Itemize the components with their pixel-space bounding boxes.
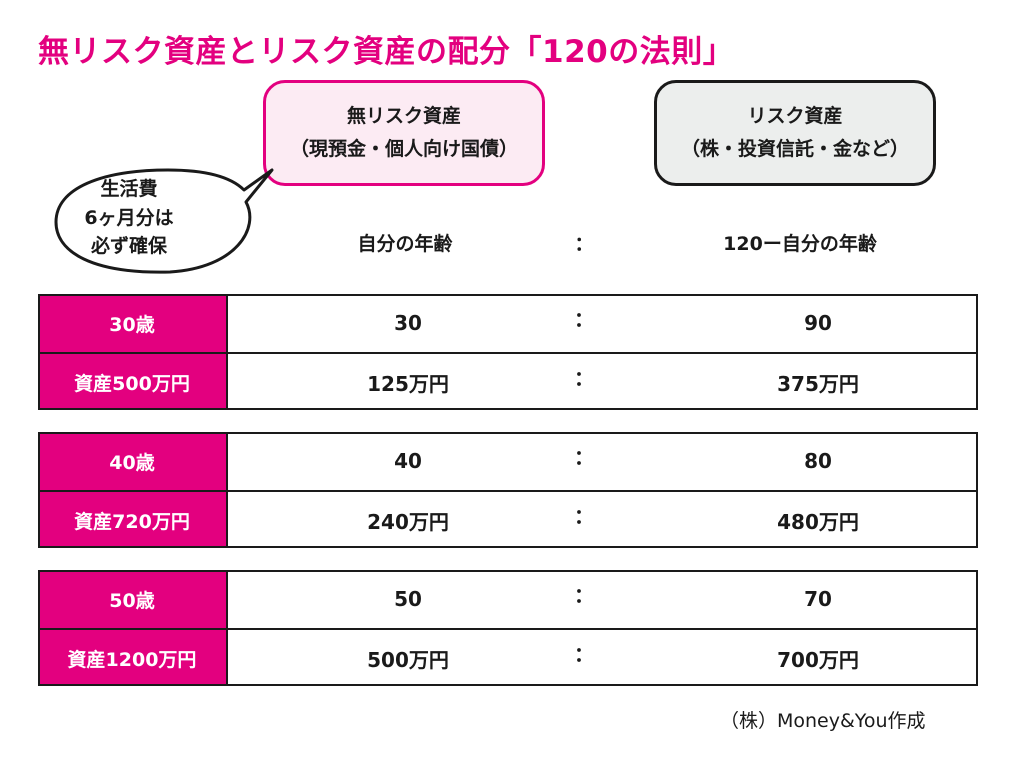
no-risk-amount: 240万円 [367,509,449,534]
age-label: 50歳 [38,570,226,628]
allocation-table-40: 40歳 40 ： 80 資産720万円 240万円 ： 480万円 [38,432,978,548]
column-divider [226,294,228,410]
table-row: 資産500万円 125万円 ： 375万円 [38,352,978,410]
callout-line-3: 必ず確保 [90,235,167,257]
no-risk-value: 40 [394,449,422,473]
no-risk-asset-examples: （現預金・個人向け国債） [289,138,518,160]
no-risk-value: 50 [394,587,422,611]
header-own-age: 自分の年齢 [357,233,453,255]
no-risk-value: 30 [394,311,422,335]
page-title: 無リスク資産とリスク資産の配分「120の法則」 [38,34,735,70]
risk-asset-box: リスク資産 （株・投資信託・金など） [654,80,936,186]
column-divider [226,432,228,548]
ratio-colon: ： [574,582,594,607]
ratio-colon: ： [574,444,594,469]
asset-label: 資産720万円 [38,492,226,548]
risk-amount: 480万円 [777,509,859,534]
no-risk-asset-title: 無リスク資産 [346,104,461,127]
ratio-colon: ： [574,306,594,331]
table-row: 50歳 50 ： 70 [38,570,978,628]
age-label: 40歳 [38,432,226,490]
asset-label: 資産500万円 [38,354,226,410]
callout-line-1: 生活費 [100,178,158,200]
header-120-minus-age: 120ー自分の年齢 [723,233,877,255]
risk-asset-title: リスク資産 [747,104,843,127]
no-risk-asset-box: 無リスク資産 （現預金・個人向け国債） [263,80,545,186]
asset-label: 資産1200万円 [38,630,226,686]
header-colon: ： [574,233,594,255]
allocation-table-50: 50歳 50 ： 70 資産1200万円 500万円 ： 700万円 [38,570,978,686]
no-risk-amount: 500万円 [367,647,449,672]
risk-value: 70 [804,587,832,611]
ratio-colon: ： [574,365,594,390]
allocation-table-30: 30歳 30 ： 90 資産500万円 125万円 ： 375万円 [38,294,978,410]
risk-amount: 700万円 [777,647,859,672]
table-row: 30歳 30 ： 90 [38,294,978,352]
risk-value: 80 [804,449,832,473]
source-credit: （株）Money&You作成 [720,710,926,732]
no-risk-amount: 125万円 [367,371,449,396]
speech-bubble [54,168,274,274]
speech-bubble-text: 生活費 6ヶ月分は 必ず確保 [56,175,202,261]
ratio-colon: ： [574,641,594,666]
table-row: 40歳 40 ： 80 [38,432,978,490]
column-divider [226,570,228,686]
table-row: 資産1200万円 500万円 ： 700万円 [38,628,978,686]
risk-asset-examples: （株・投資信託・金など） [680,138,909,160]
risk-value: 90 [804,311,832,335]
age-label: 30歳 [38,294,226,352]
ratio-colon: ： [574,503,594,528]
risk-amount: 375万円 [777,371,859,396]
callout-line-2: 6ヶ月分は [84,206,174,229]
table-row: 資産720万円 240万円 ： 480万円 [38,490,978,548]
